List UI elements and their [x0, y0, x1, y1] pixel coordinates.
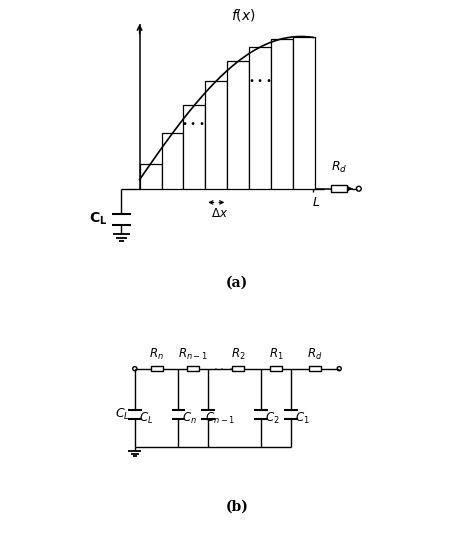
Text: $C_L$: $C_L$	[139, 411, 154, 426]
Text: (a): (a)	[226, 276, 248, 290]
Text: $R_1$: $R_1$	[269, 347, 283, 363]
Text: $C_n$: $C_n$	[182, 411, 197, 426]
Text: $C_1$: $C_1$	[295, 411, 310, 426]
Text: $\bullet\bullet\bullet$: $\bullet\bullet\bullet$	[247, 74, 272, 84]
Text: $\Delta x$: $\Delta x$	[211, 207, 228, 219]
Text: $R_{n-1}$: $R_{n-1}$	[178, 347, 209, 363]
Bar	[183, 105, 205, 189]
Text: $R_2$: $R_2$	[231, 347, 246, 363]
Bar	[140, 164, 162, 189]
Text: $C_{n-1}$: $C_{n-1}$	[205, 411, 235, 426]
Text: $\mathbf{C_L}$: $\mathbf{C_L}$	[90, 211, 108, 227]
Bar	[227, 61, 249, 189]
Bar	[162, 134, 183, 189]
Text: (b): (b)	[226, 499, 248, 514]
Bar	[205, 81, 227, 189]
Text: $\bullet\bullet\bullet$: $\bullet\bullet\bullet$	[181, 117, 205, 127]
Text: $R_n$: $R_n$	[149, 347, 164, 363]
Bar	[271, 39, 293, 189]
Text: $R_d$: $R_d$	[307, 347, 323, 363]
Text: $C_L$: $C_L$	[115, 407, 130, 422]
Text: $C_2$: $C_2$	[265, 411, 280, 426]
Text: $f(x)$: $f(x)$	[231, 7, 255, 23]
Bar	[232, 366, 244, 371]
Bar	[309, 366, 321, 371]
Bar	[293, 36, 315, 189]
Text: $L$: $L$	[312, 196, 320, 209]
Bar	[151, 366, 163, 371]
Bar	[249, 47, 271, 189]
Text: $R_d$: $R_d$	[331, 160, 347, 175]
Text: $\cdot\cdot\cdot$: $\cdot\cdot\cdot$	[213, 362, 233, 375]
Bar	[330, 185, 347, 192]
Bar	[270, 366, 282, 371]
Bar	[187, 366, 200, 371]
